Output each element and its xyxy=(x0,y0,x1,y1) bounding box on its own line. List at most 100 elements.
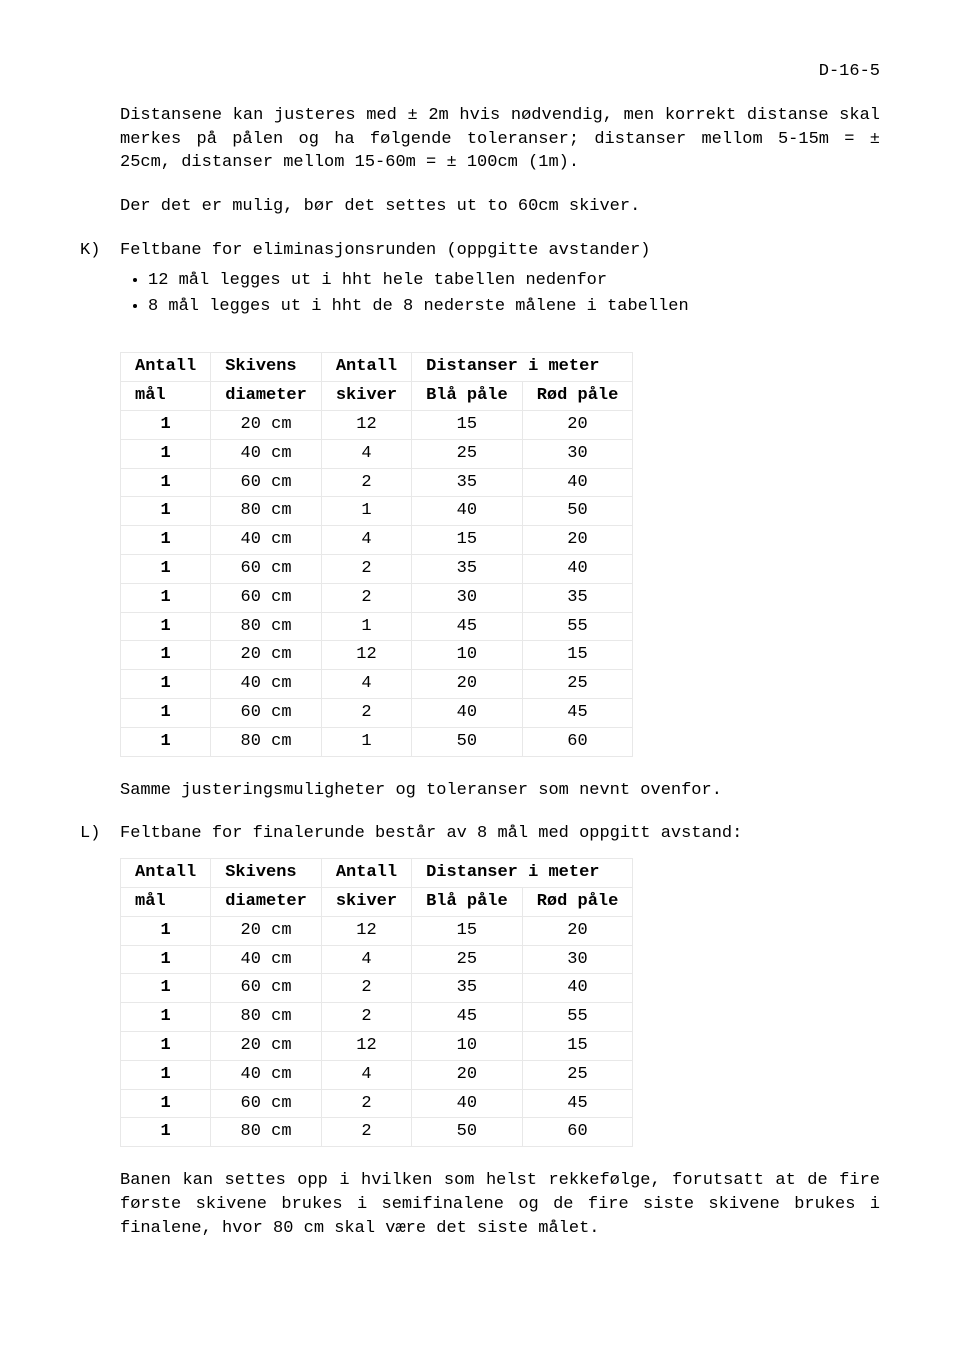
section-l: L) Feltbane for finalerunde består av 8 … xyxy=(80,822,880,846)
th-maal: mål xyxy=(121,887,211,916)
table-cell: 35 xyxy=(412,554,523,583)
table-cell: 1 xyxy=(121,468,211,497)
table-cell: 20 xyxy=(522,526,633,555)
table-cell: 4 xyxy=(321,945,411,974)
section-k-label: K) xyxy=(80,239,120,340)
table-cell: 80 cm xyxy=(211,727,322,756)
table-cell: 1 xyxy=(121,945,211,974)
table-cell: 55 xyxy=(522,612,633,641)
table-cell: 80 cm xyxy=(211,612,322,641)
th-antall: Antall xyxy=(121,859,211,888)
table-cell: 12 xyxy=(321,641,411,670)
th-distanser: Distanser i meter xyxy=(412,353,633,382)
table-cell: 1 xyxy=(121,641,211,670)
table-row: 140 cm42025 xyxy=(121,670,633,699)
table-row: 180 cm15060 xyxy=(121,727,633,756)
table-cell: 40 xyxy=(412,698,523,727)
table-row: 160 cm24045 xyxy=(121,698,633,727)
section-k-bullets: 12 mål legges ut i hht hele tabellen ned… xyxy=(120,269,880,319)
table-cell: 35 xyxy=(522,583,633,612)
table-row: 140 cm42025 xyxy=(121,1060,633,1089)
table-cell: 1 xyxy=(321,727,411,756)
table-cell: 30 xyxy=(522,439,633,468)
table-cell: 1 xyxy=(121,612,211,641)
list-item: 8 mål legges ut i hht de 8 nederste måle… xyxy=(148,295,880,319)
section-k: K) Feltbane for eliminasjonsrunden (oppg… xyxy=(80,239,880,340)
table-cell: 20 cm xyxy=(211,916,322,945)
table-cell: 40 xyxy=(522,974,633,1003)
table-cell: 35 xyxy=(412,468,523,497)
table-k: Antall Skivens Antall Distanser i meter … xyxy=(120,352,633,756)
table-cell: 12 xyxy=(321,1031,411,1060)
table-cell: 60 cm xyxy=(211,554,322,583)
section-k-title: Feltbane for eliminasjonsrunden (oppgitt… xyxy=(120,239,880,263)
table-cell: 35 xyxy=(412,974,523,1003)
table-cell: 2 xyxy=(321,1089,411,1118)
table-cell: 1 xyxy=(121,1060,211,1089)
th-diameter: diameter xyxy=(211,382,322,411)
paragraph-k-after: Samme justeringsmuligheter og toleranser… xyxy=(120,779,880,803)
table-row: 180 cm14050 xyxy=(121,497,633,526)
table-cell: 60 cm xyxy=(211,974,322,1003)
table-cell: 1 xyxy=(121,1031,211,1060)
table-cell: 12 xyxy=(321,916,411,945)
table-row: 120 cm121520 xyxy=(121,410,633,439)
table-cell: 1 xyxy=(121,583,211,612)
table-row: 180 cm24555 xyxy=(121,1003,633,1032)
table-row: 160 cm23540 xyxy=(121,554,633,583)
th-rod: Rød påle xyxy=(522,887,633,916)
table-row: 140 cm41520 xyxy=(121,526,633,555)
th-antall2: Antall xyxy=(321,353,411,382)
table-cell: 15 xyxy=(522,641,633,670)
table-cell: 1 xyxy=(121,916,211,945)
table-row: 140 cm42530 xyxy=(121,439,633,468)
table-cell: 1 xyxy=(321,497,411,526)
th-antall: Antall xyxy=(121,353,211,382)
table-cell: 12 xyxy=(321,410,411,439)
th-blaa: Blå påle xyxy=(412,382,523,411)
table-cell: 1 xyxy=(321,612,411,641)
table-row: 120 cm121015 xyxy=(121,1031,633,1060)
table-cell: 25 xyxy=(522,1060,633,1089)
table-cell: 40 cm xyxy=(211,526,322,555)
table-cell: 10 xyxy=(412,641,523,670)
table-cell: 55 xyxy=(522,1003,633,1032)
table-row: 160 cm23540 xyxy=(121,468,633,497)
table-cell: 25 xyxy=(412,439,523,468)
table-cell: 60 cm xyxy=(211,583,322,612)
table-cell: 2 xyxy=(321,1118,411,1147)
table-cell: 20 xyxy=(412,670,523,699)
table-cell: 50 xyxy=(412,727,523,756)
table-cell: 25 xyxy=(522,670,633,699)
table-cell: 1 xyxy=(121,670,211,699)
table-row: 160 cm24045 xyxy=(121,1089,633,1118)
paragraph-intro-1: Distansene kan justeres med ± 2m hvis nø… xyxy=(120,104,880,175)
th-blaa: Blå påle xyxy=(412,887,523,916)
table-row: 160 cm23540 xyxy=(121,974,633,1003)
list-item: 12 mål legges ut i hht hele tabellen ned… xyxy=(148,269,880,293)
table-cell: 1 xyxy=(121,526,211,555)
table-cell: 1 xyxy=(121,727,211,756)
table-row: 120 cm121015 xyxy=(121,641,633,670)
table-l: Antall Skivens Antall Distanser i meter … xyxy=(120,858,633,1147)
section-l-label: L) xyxy=(80,822,120,846)
table-row: 180 cm14555 xyxy=(121,612,633,641)
th-skivens: Skivens xyxy=(211,353,322,382)
table-cell: 20 xyxy=(522,916,633,945)
th-antall2: Antall xyxy=(321,859,411,888)
th-distanser: Distanser i meter xyxy=(412,859,633,888)
table-cell: 60 cm xyxy=(211,698,322,727)
table-row: 140 cm42530 xyxy=(121,945,633,974)
table-cell: 50 xyxy=(522,497,633,526)
table-cell: 80 cm xyxy=(211,1003,322,1032)
table-cell: 2 xyxy=(321,468,411,497)
table-cell: 40 cm xyxy=(211,670,322,699)
table-cell: 45 xyxy=(412,1003,523,1032)
table-cell: 45 xyxy=(522,1089,633,1118)
th-skiver: skiver xyxy=(321,887,411,916)
table-row: 120 cm121520 xyxy=(121,916,633,945)
table-cell: 60 cm xyxy=(211,1089,322,1118)
table-cell: 50 xyxy=(412,1118,523,1147)
table-row: 160 cm23035 xyxy=(121,583,633,612)
th-skivens: Skivens xyxy=(211,859,322,888)
